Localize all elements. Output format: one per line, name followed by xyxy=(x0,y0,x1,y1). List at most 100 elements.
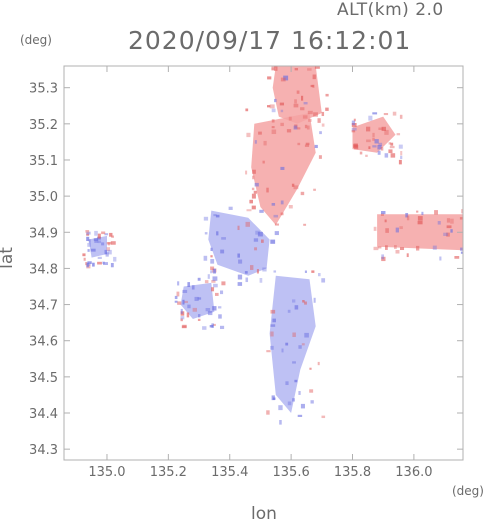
speckle xyxy=(210,259,215,264)
speckle xyxy=(368,115,373,121)
speckle xyxy=(313,297,316,303)
speckle xyxy=(287,401,292,406)
plot-area xyxy=(82,61,472,425)
speckle xyxy=(400,151,403,156)
speckle xyxy=(293,125,298,130)
speckle xyxy=(182,299,185,305)
speckle xyxy=(278,405,283,411)
speckle xyxy=(105,252,109,257)
speckle xyxy=(377,145,382,150)
speckle xyxy=(297,414,303,417)
speckle xyxy=(270,239,276,244)
x-tick-label: 135.0 xyxy=(88,465,125,480)
speckle xyxy=(262,160,265,164)
speckle xyxy=(210,270,213,274)
speckle xyxy=(378,142,383,146)
speckle xyxy=(180,316,185,320)
speckle xyxy=(292,332,296,337)
speckle xyxy=(351,127,357,131)
speckle xyxy=(180,318,183,322)
y-axis-unit: (deg) xyxy=(20,33,52,47)
speckle xyxy=(244,271,248,274)
speckle xyxy=(325,93,329,97)
speckle xyxy=(417,216,423,221)
speckle xyxy=(446,225,452,229)
speckle xyxy=(213,268,216,274)
speckle xyxy=(274,223,279,226)
speckle xyxy=(384,129,389,135)
speckle xyxy=(279,420,282,425)
speckle xyxy=(207,311,213,316)
speckle xyxy=(279,102,285,106)
speckle xyxy=(417,220,423,225)
speckle xyxy=(101,242,105,246)
speckle xyxy=(310,84,314,88)
speckle xyxy=(294,305,299,310)
speckle xyxy=(180,308,183,314)
speckle xyxy=(270,324,276,327)
speckle xyxy=(390,142,394,146)
speckle xyxy=(398,144,403,149)
speckle xyxy=(304,301,307,305)
speckle xyxy=(109,232,113,237)
speckle xyxy=(293,185,299,190)
x-tick-label: 136.0 xyxy=(395,465,432,480)
speckle xyxy=(270,331,274,337)
speckle xyxy=(271,126,275,129)
speckle xyxy=(211,323,214,328)
speckle xyxy=(204,232,208,235)
speckle xyxy=(304,144,310,147)
speckle xyxy=(366,139,371,143)
speckle xyxy=(296,90,300,94)
speckle xyxy=(267,105,271,108)
speckle xyxy=(197,277,201,281)
speckle xyxy=(273,214,279,218)
speckle xyxy=(245,277,249,283)
speckle xyxy=(213,214,217,217)
speckle xyxy=(246,209,252,212)
speckle xyxy=(237,274,243,280)
speckle xyxy=(280,212,284,216)
speckle xyxy=(368,146,371,149)
speckle xyxy=(416,245,420,251)
speckle xyxy=(280,200,284,205)
speckle xyxy=(220,325,225,330)
speckle xyxy=(97,240,102,244)
y-tick-label: 35.3 xyxy=(29,82,58,97)
speckle xyxy=(405,213,409,218)
speckle xyxy=(294,124,298,129)
speckle xyxy=(274,98,277,103)
speckle xyxy=(313,112,318,117)
speckle xyxy=(304,270,307,273)
speckle xyxy=(366,126,371,132)
speckle xyxy=(399,226,403,230)
speckle xyxy=(307,68,312,71)
speckle xyxy=(312,74,316,80)
speckle xyxy=(467,239,472,243)
speckle xyxy=(253,238,259,242)
speckle xyxy=(86,236,90,242)
speckle xyxy=(390,153,396,158)
speckle xyxy=(292,398,295,402)
speckle xyxy=(280,109,284,113)
speckle xyxy=(106,247,111,251)
speckle xyxy=(460,247,463,251)
speckle xyxy=(395,227,399,233)
speckle xyxy=(218,314,222,319)
speckle xyxy=(295,61,298,64)
speckle xyxy=(400,155,403,160)
speckle xyxy=(321,415,326,419)
speckle xyxy=(256,269,259,274)
speckle xyxy=(216,231,219,236)
speckle xyxy=(259,209,264,213)
speckle xyxy=(220,290,224,295)
speckle xyxy=(373,246,379,251)
speckle xyxy=(388,142,391,145)
y-tick-label: 34.6 xyxy=(29,335,58,350)
speckle xyxy=(298,391,301,395)
speckle xyxy=(194,296,199,301)
speckle xyxy=(251,187,255,191)
y-tick-label: 34.8 xyxy=(29,262,58,277)
y-tick-label: 34.3 xyxy=(29,443,58,458)
y-tick-label: 34.9 xyxy=(29,226,58,241)
